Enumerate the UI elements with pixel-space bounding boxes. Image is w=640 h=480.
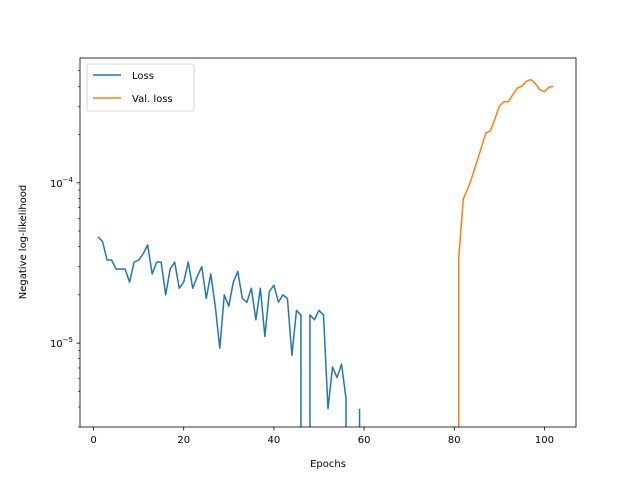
series-layer <box>97 78 554 427</box>
x-tick-label: 60 <box>358 435 371 446</box>
plot-area <box>80 58 576 427</box>
x-tick-label: 0 <box>90 435 96 446</box>
x-tick-label: 20 <box>177 435 190 446</box>
x-tick-label: 100 <box>535 435 554 446</box>
y-axis-label: Negative log-likelihood <box>18 185 29 300</box>
x-tick-label: 40 <box>268 435 281 446</box>
series-line-loss <box>97 236 361 427</box>
axes-frame <box>79 57 577 428</box>
legend-label-val-loss: Val. loss <box>132 94 173 105</box>
legend: Loss Val. loss <box>86 63 195 112</box>
series-line-val-loss <box>458 78 554 427</box>
x-axis: 0 20 40 60 80 100 <box>90 427 554 446</box>
y-tick-label: 10−4 <box>50 176 74 190</box>
y-axis: 10−5 10−4 <box>50 70 80 428</box>
legend-label-loss: Loss <box>132 71 154 82</box>
y-tick-label: 10−5 <box>50 336 73 350</box>
x-tick-label: 80 <box>448 435 461 446</box>
x-axis-label: Epochs <box>310 459 346 470</box>
